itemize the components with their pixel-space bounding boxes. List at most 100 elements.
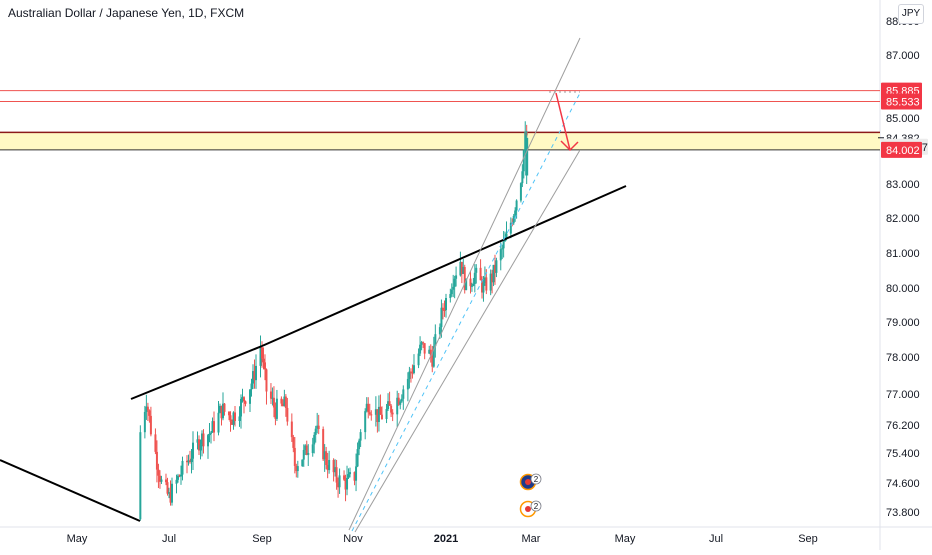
projection-arrow-line — [555, 92, 571, 151]
candle-body — [380, 414, 383, 420]
candle-body — [244, 401, 247, 404]
candle-body — [387, 401, 390, 409]
candle-body — [154, 434, 157, 452]
time-axis-label-6: May — [615, 533, 636, 545]
candle-body — [186, 460, 188, 463]
candle-body — [145, 406, 148, 412]
candle-body — [522, 150, 525, 172]
candle-body — [208, 433, 211, 436]
price-axis-label-9: 78.000 — [886, 352, 920, 364]
candle-body — [432, 346, 435, 367]
jp-event-icon-badge — [530, 500, 542, 512]
candle-body — [175, 479, 178, 484]
price-axis-label-2: 85.000 — [886, 113, 920, 125]
candle-body — [390, 405, 393, 413]
candle-body — [491, 273, 494, 283]
price-tag-bg — [881, 141, 922, 158]
candle-body — [196, 439, 199, 443]
candle-body — [343, 475, 346, 480]
candle-body — [346, 477, 349, 490]
candle-body — [368, 412, 371, 415]
candle-body — [441, 307, 444, 310]
candle-body — [460, 261, 463, 274]
price-tag-4: 84.002 — [881, 141, 922, 158]
candle-body — [146, 406, 149, 411]
candle-body — [202, 433, 205, 447]
candle-body — [143, 411, 146, 433]
candle-body — [259, 347, 262, 366]
candle-body — [359, 432, 362, 441]
candle-body — [374, 409, 377, 415]
candle-body — [284, 396, 287, 408]
candle-body — [314, 428, 317, 435]
price-axis-label-8: 79.000 — [886, 317, 920, 329]
candle-body — [400, 398, 403, 402]
price-axis-label-7: 80.000 — [886, 283, 920, 295]
candle-body — [428, 349, 431, 354]
price-axis-label-6: 81.000 — [886, 248, 920, 260]
candle-body — [473, 272, 476, 285]
channel-upper-line — [348, 37, 581, 531]
candle-body — [313, 434, 316, 445]
candle-body — [367, 403, 370, 413]
candle-body — [198, 439, 200, 451]
candle-body — [379, 406, 382, 415]
candle-body — [408, 371, 411, 379]
candle-body — [482, 283, 485, 293]
candle-body — [358, 440, 361, 450]
candle-body — [232, 412, 235, 425]
candle-body — [445, 297, 447, 311]
candle-body — [187, 460, 190, 463]
candle-body — [307, 453, 310, 455]
candle-body — [219, 405, 221, 413]
candle-body — [171, 483, 173, 503]
time-axis-label-7: Jul — [709, 533, 723, 545]
candle-body — [355, 466, 358, 481]
candle-body — [332, 459, 335, 473]
candle-body — [180, 474, 182, 477]
currency-button[interactable]: JPY — [898, 4, 924, 24]
candle-body — [349, 472, 352, 475]
candle-body — [337, 482, 340, 488]
candle-body — [323, 451, 326, 460]
candle-body — [199, 444, 202, 451]
candle-body — [495, 260, 498, 273]
candle-body — [502, 241, 505, 249]
candle-body — [290, 421, 293, 438]
candle-body — [166, 482, 169, 494]
candle-body — [465, 278, 468, 291]
candle-body — [155, 451, 158, 470]
candle-body — [479, 267, 482, 281]
au-event-icon: 2 — [519, 473, 542, 491]
support-zone — [0, 132, 880, 150]
candle-body — [423, 343, 426, 354]
candle-body — [493, 264, 496, 273]
candle-body — [396, 397, 399, 415]
candle-body — [370, 414, 373, 416]
candle-body — [305, 445, 308, 455]
jp-event-icon-dot — [525, 506, 531, 512]
candle-body — [243, 397, 245, 402]
candle-body — [462, 267, 465, 274]
candle-body — [192, 442, 194, 459]
candle-body — [364, 411, 367, 433]
candle-body-last — [525, 137, 529, 176]
candle-body — [501, 248, 504, 250]
time-axis-label-8: Sep — [798, 533, 818, 545]
candle-body — [499, 249, 502, 261]
candle-body — [347, 474, 350, 478]
price-axis-label-12: 75.400 — [886, 448, 920, 460]
candle-body — [481, 280, 484, 293]
candle-body — [509, 222, 512, 234]
candle-body — [449, 294, 452, 298]
candle-body — [328, 459, 331, 471]
candle-body — [149, 415, 152, 435]
price-tag-bg — [881, 93, 922, 110]
au-event-icon-count: 2 — [534, 475, 539, 484]
candle-body — [190, 458, 193, 463]
candle-body — [269, 391, 272, 399]
candle-body — [365, 403, 368, 412]
au-event-icon-dot — [525, 479, 531, 485]
